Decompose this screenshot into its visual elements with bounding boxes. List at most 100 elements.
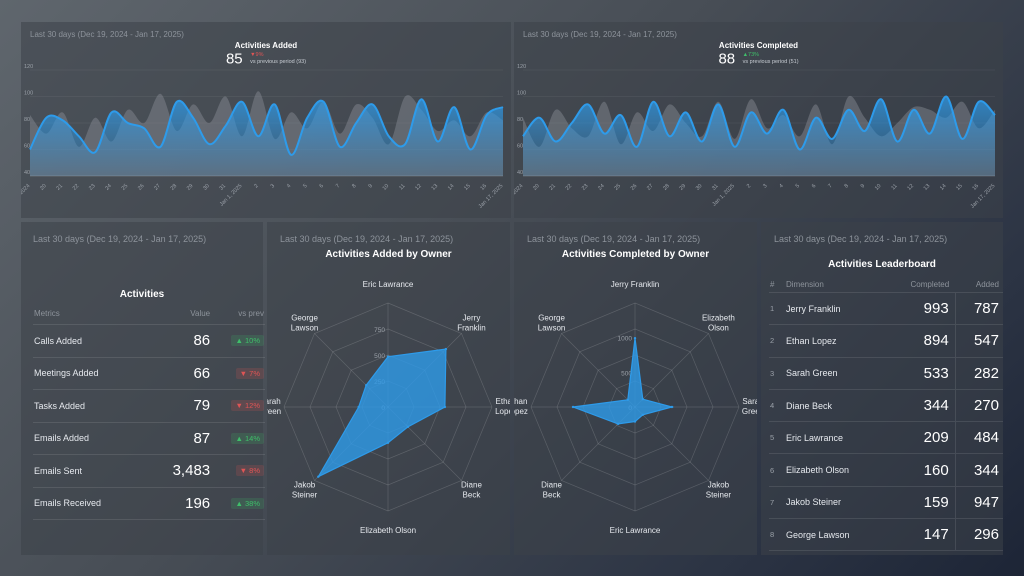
y-tick-label: 60 <box>517 144 523 150</box>
kpi-vs-previous: vs previous period (93) <box>250 58 307 65</box>
radar-point <box>616 422 620 426</box>
metric-change-badge: ▼ 7% <box>235 367 264 379</box>
x-tick-label: 8 <box>351 183 357 189</box>
metric-change-badge: ▲ 10% <box>231 335 264 347</box>
metric-name: Tasks Added <box>33 389 155 423</box>
owner-name: Ethan Lopez <box>785 324 886 358</box>
x-tick-label: 3 <box>270 183 276 189</box>
radial-tick-label: 500 <box>621 370 632 377</box>
y-tick-label: 80 <box>517 117 523 123</box>
owner-name: Jerry Franklin <box>785 292 886 326</box>
metric-change-badge: ▼ 12% <box>231 400 264 412</box>
radar-category-label: Eric Lawrance <box>610 526 661 535</box>
radar-spoke <box>561 333 636 408</box>
completed-value: 147 <box>885 518 956 552</box>
x-tick-label: 24 <box>597 183 606 192</box>
completed-value: 344 <box>885 389 956 423</box>
x-tick-label: 25 <box>121 183 130 192</box>
radar-spoke <box>634 333 709 408</box>
x-tick-label: Dec 19, 2024 <box>21 183 31 210</box>
metrics-header-row: Metrics Value vs prev <box>33 302 265 325</box>
x-tick-label: 30 <box>695 183 704 192</box>
radar-category-label: Diane Beck <box>541 480 562 499</box>
added-value: 270 <box>954 389 1003 423</box>
metric-change-cell: ▲ 14% <box>218 422 265 455</box>
owner-name: Diane Beck <box>785 389 886 423</box>
x-tick-label: 23 <box>88 183 97 192</box>
radar-point <box>633 420 637 423</box>
metric-name: Calls Added <box>33 324 155 358</box>
radar-area <box>572 338 675 425</box>
x-tick-label: 14 <box>939 183 948 192</box>
x-tick-label: 10 <box>874 183 883 192</box>
radar-category-label: Elizabeth Olson <box>360 526 416 535</box>
radar-point <box>317 475 320 478</box>
radar-ring <box>556 328 714 486</box>
rank: 2 <box>769 324 785 358</box>
radar-category-label: George Lawson <box>538 314 566 333</box>
x-tick-label: 5 <box>795 183 801 189</box>
current-period-area <box>30 99 503 176</box>
x-tick-label: 2 <box>746 183 752 189</box>
metrics-row: Tasks Added 79 ▼ 12% <box>33 389 265 423</box>
added-col-header: Added <box>955 276 1003 293</box>
radar-ring <box>608 380 662 434</box>
dimension-col-header: Dimension <box>785 276 886 293</box>
metrics-table: Metrics Value vs prev Calls Added 86 ▲ 10%… <box>33 302 265 520</box>
radar-point <box>444 347 448 351</box>
x-tick-label: 7 <box>827 183 833 189</box>
rank: 3 <box>769 357 785 390</box>
x-tick-label: 22 <box>72 183 81 192</box>
y-tick-label: 120 <box>24 64 33 70</box>
added-value: 282 <box>954 357 1003 390</box>
activities-metrics-title: Activities <box>119 289 165 300</box>
y-tick-label: 120 <box>517 64 526 70</box>
y-tick-label: 40 <box>24 170 30 176</box>
radar-point <box>626 398 629 401</box>
x-tick-label: 4 <box>286 183 292 189</box>
chart-title: Activities Added <box>234 41 298 50</box>
added-by-owner-radar: 0250500750Eric LawranceJerryFranklinEtha… <box>267 280 510 535</box>
leaderboard-row: 7 Jakob Steiner 159 947 <box>769 486 1003 520</box>
metric-value: 79 <box>155 389 219 423</box>
x-tick-label: 31 <box>711 183 720 192</box>
radar-ring <box>309 328 467 486</box>
x-tick-label: 12 <box>414 183 423 192</box>
owner-name: Jakob Steiner <box>785 486 886 520</box>
kpi-change-badge: ▼9% <box>250 51 264 58</box>
rank: 5 <box>769 421 785 455</box>
completed-value: 894 <box>885 324 956 358</box>
radial-tick-label: 1000 <box>618 336 633 343</box>
rank-col-header: # <box>769 276 785 293</box>
y-tick-label: 100 <box>517 91 526 97</box>
x-tick-label: 9 <box>368 183 374 189</box>
radar-category-label: Diane Beck <box>461 480 482 499</box>
metrics-row: Calls Added 86 ▲ 10% <box>33 324 265 358</box>
metric-value: 3,483 <box>155 454 219 488</box>
x-tick-label: 5 <box>302 183 308 189</box>
period-label: Last 30 days (Dec 19, 2024 - Jan 17, 202… <box>527 234 701 244</box>
x-tick-label: 20 <box>39 183 48 192</box>
metric-change-badge: ▼ 8% <box>235 465 264 477</box>
radial-tick-label: 750 <box>374 327 385 334</box>
rank: 8 <box>769 518 785 552</box>
x-tick-label: 26 <box>630 183 639 192</box>
radar-category-label: George Lawson <box>291 314 319 333</box>
leaderboard-panel: Last 30 days (Dec 19, 2024 - Jan 17, 202… <box>761 222 1003 555</box>
x-tick-label: 7 <box>335 183 341 189</box>
added-value: 547 <box>954 324 1003 358</box>
kpi-comparison: ▲73% vs previous period (51) <box>743 52 799 66</box>
leaderboard-row: 2 Ethan Lopez 894 547 <box>769 324 1003 358</box>
completed-value: 993 <box>885 292 956 326</box>
change-col-header: vs prev <box>218 302 265 325</box>
kpi-block: 88 ▲73% vs previous period (51) <box>514 50 1003 68</box>
period-label: Last 30 days (Dec 19, 2024 - Jan 17, 202… <box>33 234 207 244</box>
leaderboard-row: 1 Jerry Franklin 993 787 <box>769 292 1003 326</box>
metric-change-cell: ▼ 8% <box>218 454 265 488</box>
x-tick-label: 14 <box>447 183 456 192</box>
radar-category-label: Eric Lawrance <box>363 280 414 289</box>
x-tick-label: 15 <box>463 183 472 192</box>
x-tick-label: 16 <box>480 183 489 192</box>
x-tick-label: 13 <box>431 183 440 192</box>
